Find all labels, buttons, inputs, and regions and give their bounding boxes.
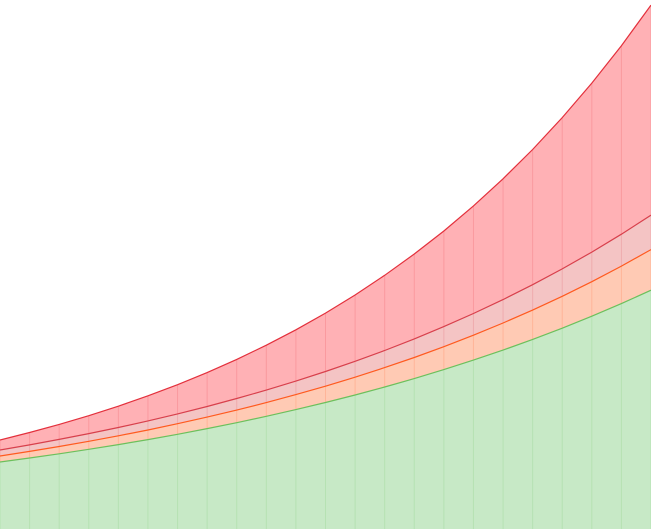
area-line: [0, 289, 651, 463]
area-line: [0, 4, 651, 441]
area-line: [0, 249, 651, 457]
area-fill: [0, 290, 651, 529]
area-line: [0, 214, 651, 451]
